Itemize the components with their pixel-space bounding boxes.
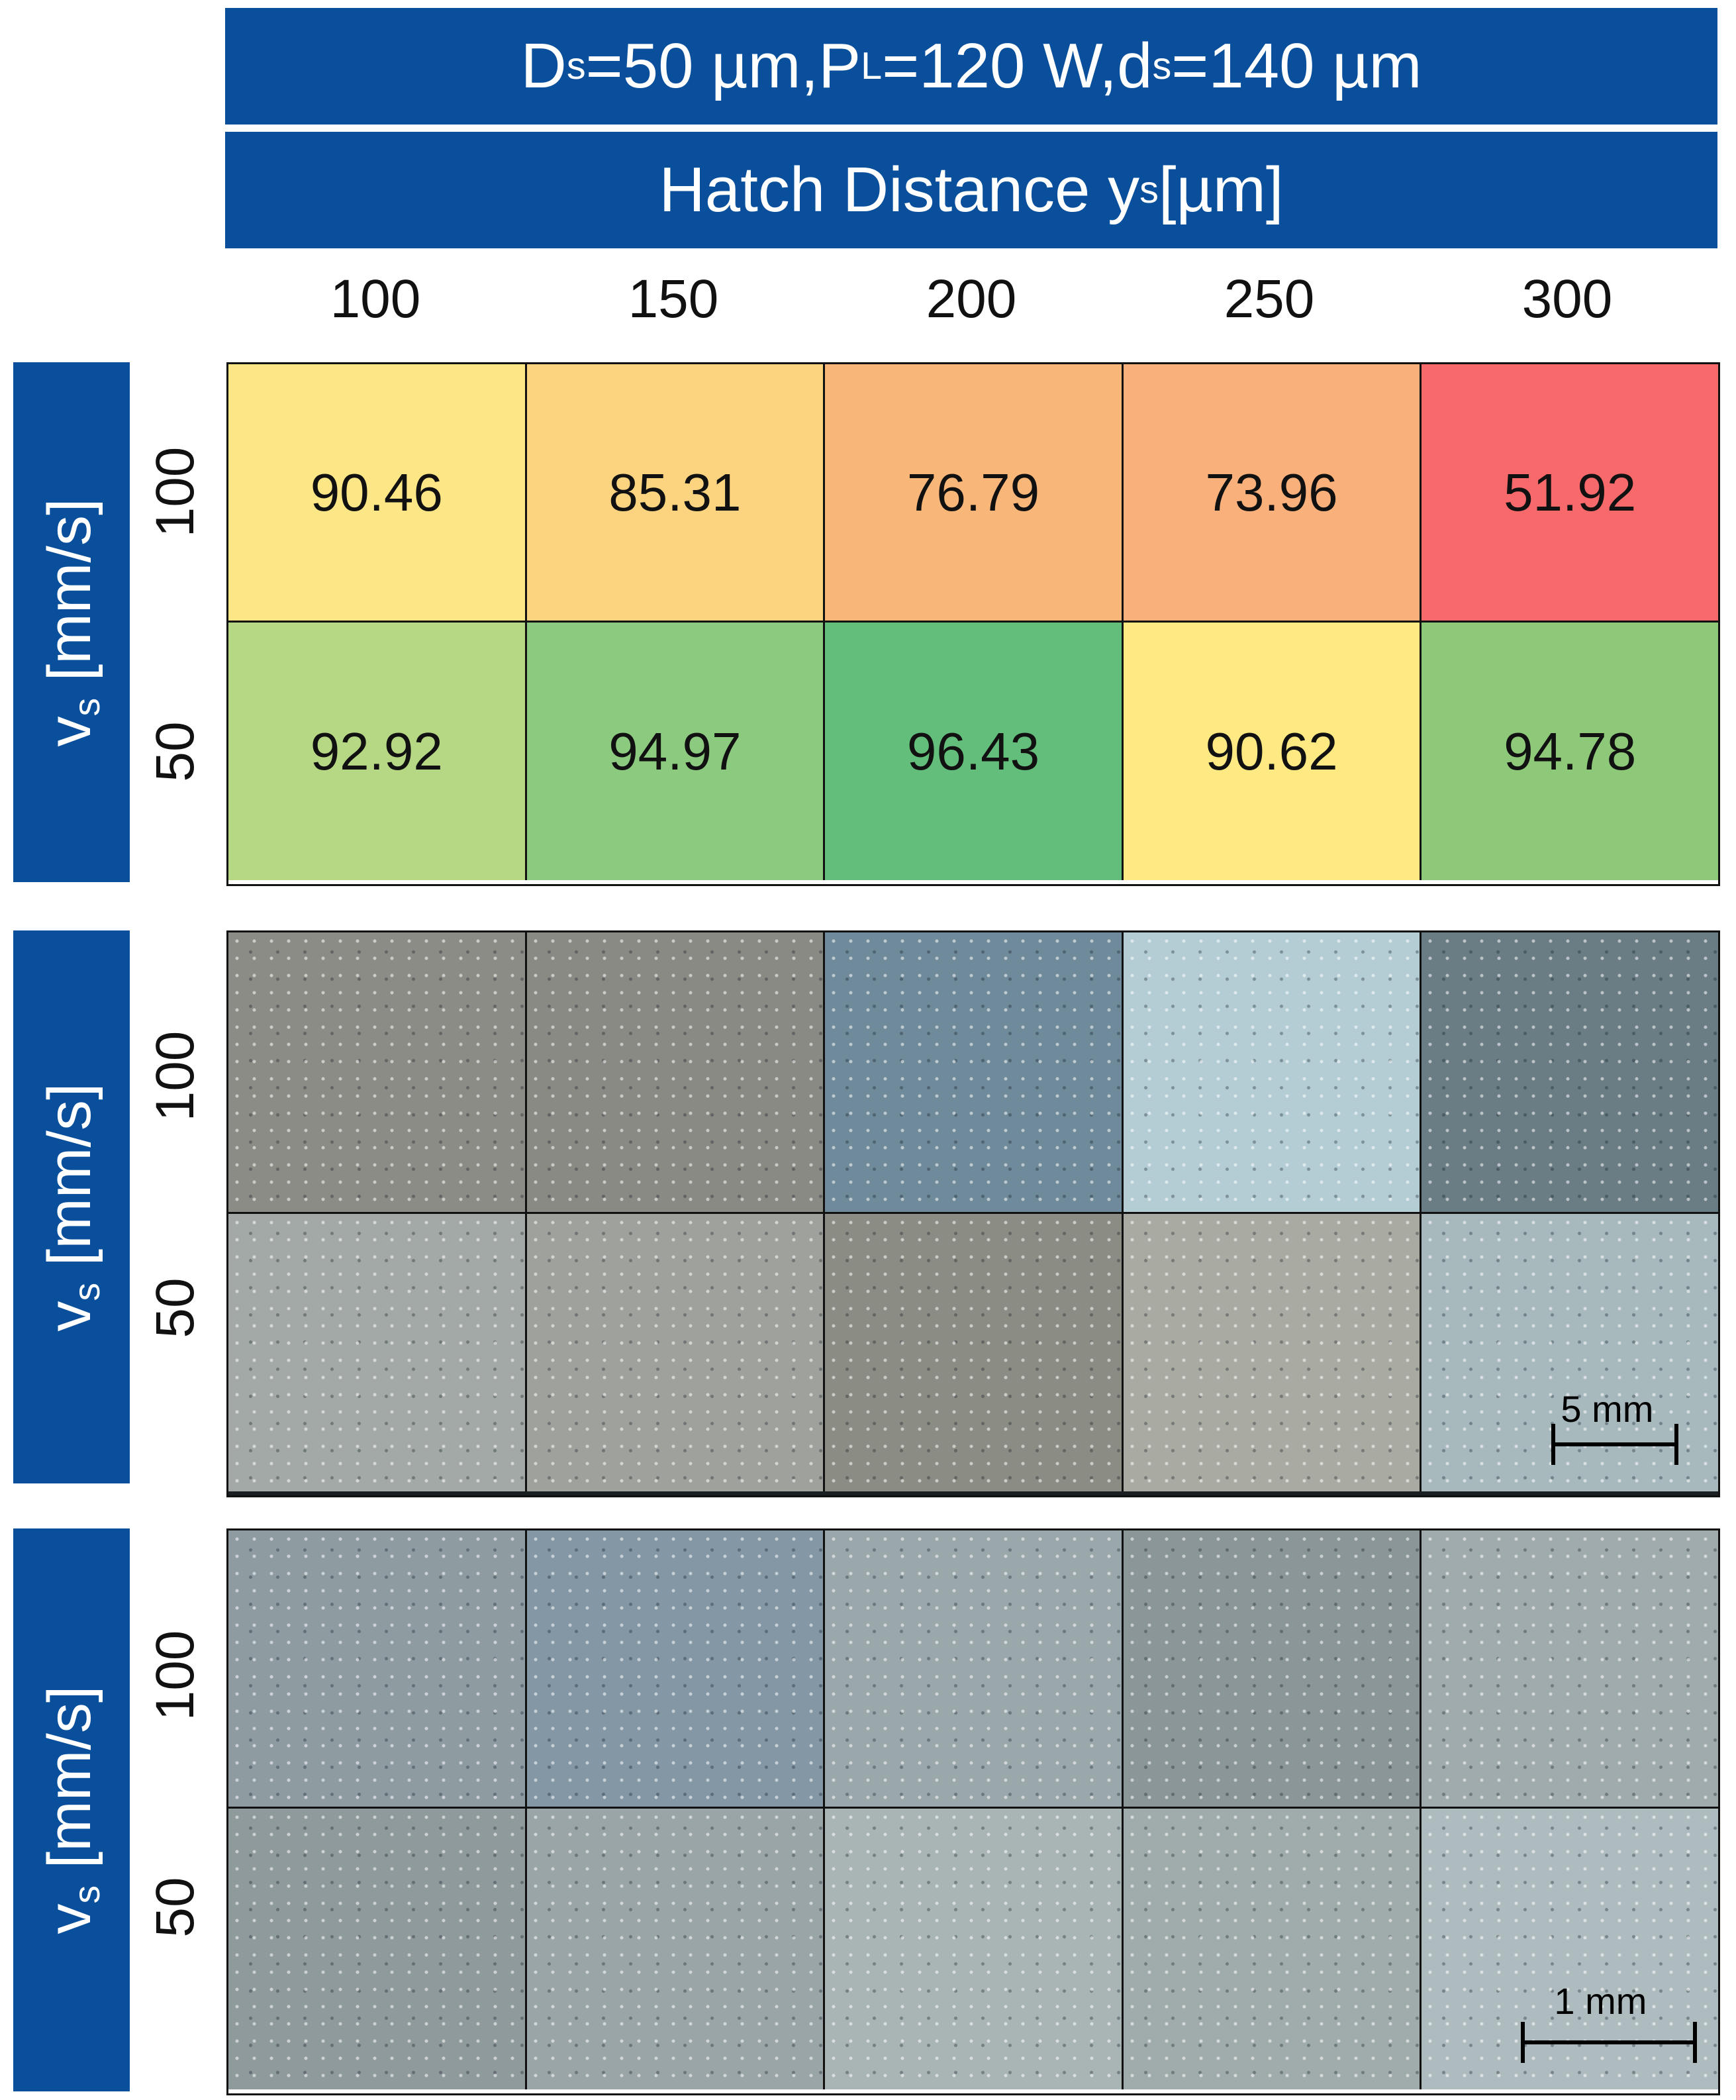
heatmap-grid: 90.46 85.31 76.79 73.96 51.92 92.92 94.9… bbox=[226, 362, 1720, 886]
y-axis-title-band: vs [mm/s] bbox=[13, 1528, 130, 2091]
macro-photo bbox=[825, 932, 1124, 1214]
heatmap-cell: 85.31 bbox=[526, 364, 826, 623]
y-axis-unit: [mm/s] bbox=[36, 1082, 104, 1283]
heatmap-cell: 73.96 bbox=[1123, 364, 1422, 623]
macro-photo: 5 mm bbox=[1422, 1214, 1718, 1491]
x-tick-label: 150 bbox=[628, 269, 719, 329]
macro-photo bbox=[228, 1214, 527, 1491]
y-axis-title-band: vs [mm/s] bbox=[13, 362, 130, 882]
macro-photo bbox=[825, 1214, 1124, 1491]
micro-photo bbox=[1422, 1530, 1718, 1809]
micro-photo bbox=[1123, 1809, 1422, 2089]
x-tick-label: 250 bbox=[1224, 269, 1315, 329]
scale-bar bbox=[1551, 1424, 1679, 1465]
micro-photo bbox=[825, 1530, 1124, 1809]
y-tick-label: 100 bbox=[145, 1630, 205, 1721]
macro-photo bbox=[526, 1214, 826, 1491]
micro-photo bbox=[228, 1530, 527, 1809]
y-axis-sub: s bbox=[66, 1885, 107, 1904]
x-tick-label: 200 bbox=[926, 269, 1017, 329]
x-axis-title-unit: [µm] bbox=[1158, 154, 1284, 225]
macro-photo bbox=[526, 932, 826, 1214]
heatmap-cell: 51.92 bbox=[1422, 364, 1718, 623]
heatmap-cell: 92.92 bbox=[228, 623, 527, 880]
micro-photo-grid: 1 mm bbox=[226, 1528, 1720, 2095]
heatmap-cell: 76.79 bbox=[825, 364, 1124, 623]
scale-bar-label: 5 mm bbox=[1561, 1388, 1654, 1430]
y-axis-symbol: v bbox=[36, 716, 104, 747]
y-tick-label: 100 bbox=[145, 446, 205, 538]
macro-photo bbox=[228, 932, 527, 1214]
micro-photo bbox=[825, 1809, 1124, 2089]
y-axis-sub: s bbox=[66, 697, 107, 717]
y-axis-unit: [mm/s] bbox=[36, 497, 104, 698]
y-axis-unit: [mm/s] bbox=[36, 1685, 104, 1885]
macro-photo bbox=[1422, 932, 1718, 1214]
micro-photo bbox=[228, 1809, 527, 2089]
heatmap-cell: 96.43 bbox=[825, 623, 1124, 880]
param-d-symbol: d bbox=[1117, 30, 1153, 101]
y-tick-label: 50 bbox=[145, 1277, 205, 1338]
heatmap-cell: 90.62 bbox=[1123, 623, 1422, 880]
y-axis-sub: s bbox=[66, 1282, 107, 1301]
param-ds-sub: s bbox=[566, 45, 586, 87]
param-pl-value: =120 W, bbox=[882, 30, 1118, 101]
y-axis-symbol: v bbox=[36, 1903, 104, 1934]
x-tick-label: 100 bbox=[330, 269, 421, 329]
scale-bar bbox=[1521, 2022, 1698, 2063]
x-axis-title-sub: s bbox=[1139, 169, 1159, 211]
x-tick-label: 300 bbox=[1521, 269, 1613, 329]
param-pl-sub: L bbox=[861, 45, 883, 87]
param-ds-symbol: D bbox=[520, 30, 567, 101]
micro-photo bbox=[526, 1809, 826, 2089]
y-tick-label: 50 bbox=[145, 721, 205, 782]
x-axis-title: Hatch Distance y bbox=[659, 154, 1140, 225]
heatmap-cell: 90.46 bbox=[228, 364, 527, 623]
macro-photo-grid: 5 mm bbox=[226, 930, 1720, 1497]
param-ds-value: =50 µm, bbox=[585, 30, 819, 101]
param-d-sub: s bbox=[1152, 45, 1172, 87]
macro-photo bbox=[1123, 932, 1422, 1214]
heatmap-cell: 94.78 bbox=[1422, 623, 1718, 880]
macro-photo bbox=[1123, 1214, 1422, 1491]
micro-photo bbox=[526, 1530, 826, 1809]
y-tick-label: 50 bbox=[145, 1877, 205, 1938]
param-d-value: =140 µm bbox=[1171, 30, 1422, 101]
micro-photo bbox=[1123, 1530, 1422, 1809]
scale-bar-label: 1 mm bbox=[1554, 1980, 1647, 2022]
y-axis-title-band: vs [mm/s] bbox=[13, 930, 130, 1483]
y-axis-symbol: v bbox=[36, 1301, 104, 1332]
y-tick-label: 100 bbox=[145, 1030, 205, 1122]
heatmap-cell: 94.97 bbox=[526, 623, 826, 880]
micro-photo: 1 mm bbox=[1422, 1809, 1718, 2089]
param-pl-symbol: P bbox=[818, 30, 861, 101]
